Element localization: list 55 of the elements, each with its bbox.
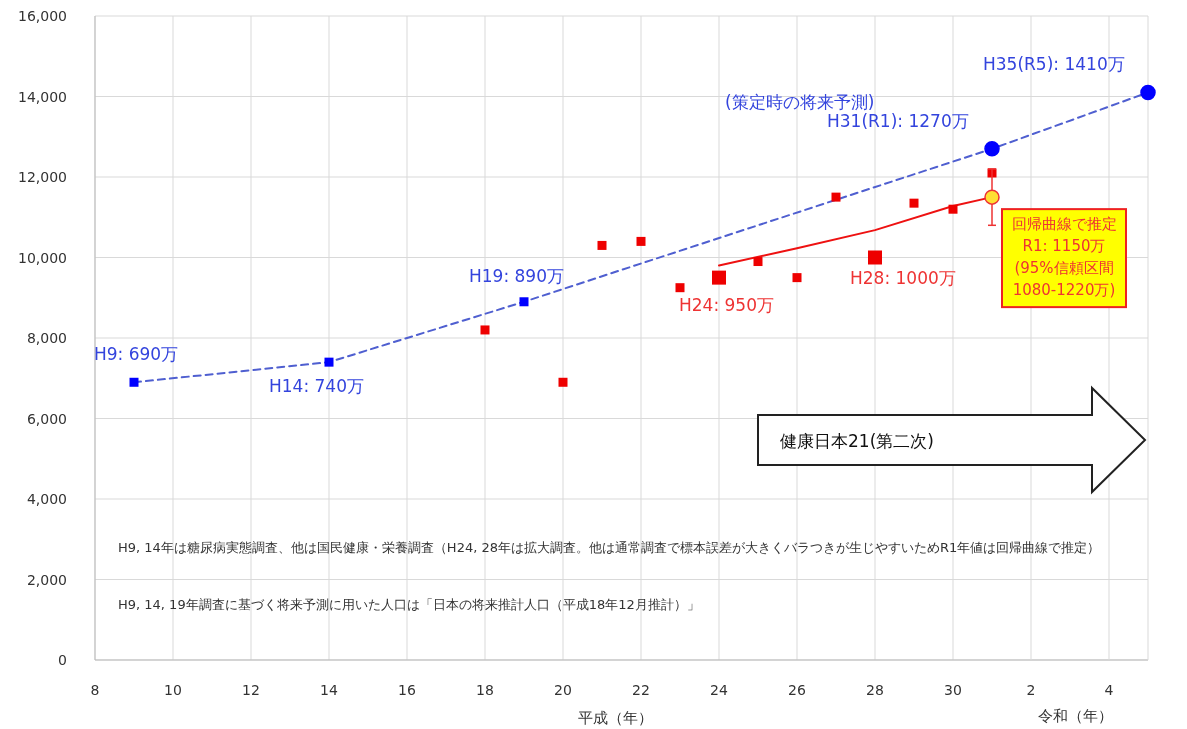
x-tick-label: 26 bbox=[788, 682, 806, 698]
point bbox=[753, 257, 763, 267]
point bbox=[792, 273, 802, 283]
point bbox=[712, 270, 726, 285]
x-tick-label: 8 bbox=[90, 682, 100, 698]
annotation: H28: 1000万 bbox=[850, 267, 956, 288]
point bbox=[831, 192, 841, 202]
point bbox=[597, 240, 607, 250]
y-tick-label: 16,000 bbox=[18, 8, 67, 24]
point bbox=[909, 198, 919, 208]
point bbox=[480, 325, 490, 335]
point bbox=[984, 189, 1000, 205]
x2-axis-title: 令和（年） bbox=[1037, 707, 1113, 725]
point bbox=[519, 297, 529, 307]
y-tick-label: 12,000 bbox=[18, 169, 67, 185]
annotation: 健康日本21(第二次) bbox=[780, 431, 934, 451]
annotation: H31(R1): 1270万 bbox=[827, 110, 969, 131]
x-tick-label: 20 bbox=[554, 682, 572, 698]
x-tick-label: 22 bbox=[632, 682, 650, 698]
y-tick-label: 14,000 bbox=[18, 88, 67, 105]
point bbox=[1140, 84, 1156, 101]
annotation: H9, 14年は糖尿病実態調査、他は国民健康・栄養調査（H24, 28年は拡大調査。他は通常調査で標本誤差が大きくバラつきが生じやすいためR1年値は回帰曲線で推定） bbox=[118, 540, 1101, 555]
x2-tick-label: 4 bbox=[1104, 682, 1114, 698]
annotation: H24: 950万 bbox=[679, 294, 774, 315]
annotation: (策定時の将来予測) bbox=[725, 92, 875, 112]
annotation: H9, 14, 19年調査に基づく将来予測に用いた人口は「日本の将来推計人口（平成18年12月推計）」 bbox=[118, 597, 700, 612]
point bbox=[129, 377, 139, 387]
point bbox=[636, 236, 646, 246]
x-tick-label: 10 bbox=[164, 682, 182, 698]
point bbox=[948, 204, 958, 214]
annotation: H14: 740万 bbox=[269, 376, 364, 397]
annotation: H35(R5): 1410万 bbox=[983, 54, 1125, 75]
y-tick-label: 10,000 bbox=[18, 249, 67, 266]
x-tick-label: 28 bbox=[866, 682, 884, 698]
point bbox=[984, 141, 1000, 157]
annotation: H9: 690万 bbox=[94, 344, 179, 365]
x-tick-label: 30 bbox=[944, 682, 962, 698]
y-tick-label: 6,000 bbox=[26, 410, 67, 427]
point bbox=[675, 283, 685, 293]
y-tick-label: 8,000 bbox=[26, 330, 67, 346]
x-tick-label: 16 bbox=[398, 682, 416, 698]
point bbox=[558, 377, 568, 387]
x-axis-title: 平成（年） bbox=[577, 709, 653, 727]
y-tick-label: 2,000 bbox=[26, 571, 67, 588]
y-tick-label: 4,000 bbox=[26, 491, 67, 507]
annotation: 回帰曲線で推定 R1: 1150万 (95%信頼区間 1080-1220万) bbox=[1011, 215, 1117, 300]
x-tick-label: 12 bbox=[242, 682, 260, 698]
x2-tick-label: 2 bbox=[1026, 682, 1036, 698]
x-tick-label: 18 bbox=[476, 682, 494, 698]
annotation: H19: 890万 bbox=[469, 265, 564, 286]
point bbox=[868, 250, 882, 265]
x-tick-label: 14 bbox=[320, 682, 338, 698]
y-tick-label: 0 bbox=[58, 652, 67, 668]
point bbox=[324, 357, 334, 367]
x-tick-label: 24 bbox=[710, 682, 728, 698]
